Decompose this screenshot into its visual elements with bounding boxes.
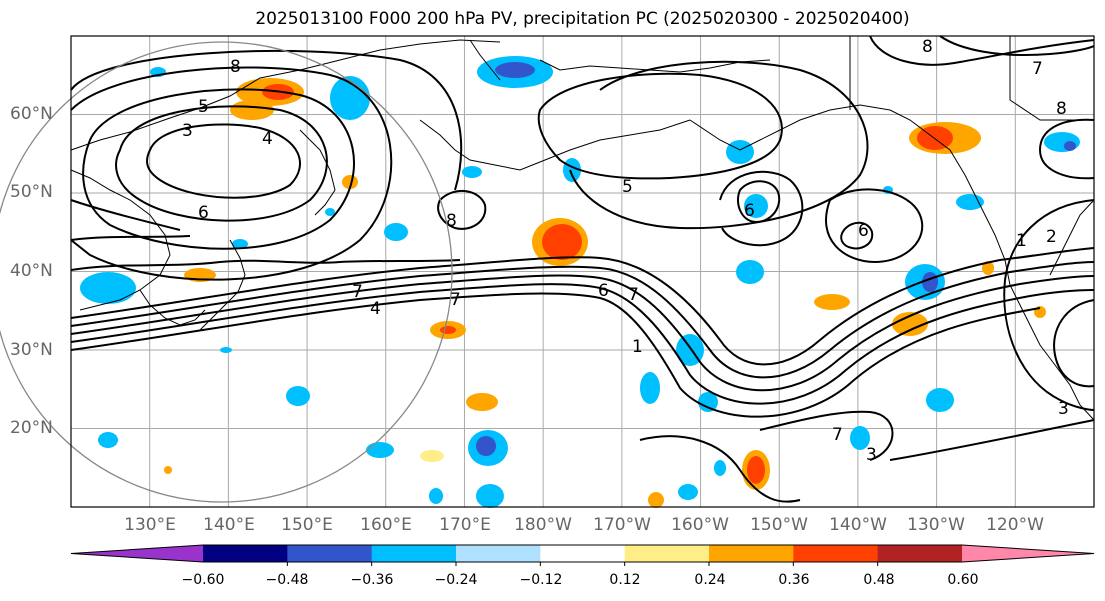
colorbar-swatch [624, 545, 710, 562]
colorbar-tick-label: −0.24 [434, 572, 478, 588]
lon-label-180w: 180°W [514, 515, 572, 535]
lat-label-20: 20°N [10, 418, 53, 438]
colorbar-swatch [371, 545, 457, 562]
gridlines [71, 36, 1094, 507]
contour-label: 8 [1056, 99, 1067, 119]
colorbar-swatch [203, 545, 288, 562]
colorbar-tick-label: −0.48 [265, 572, 309, 588]
negative-anomaly [80, 56, 1080, 508]
colorbar-extension-high [962, 545, 1094, 562]
contour-label: 6 [858, 221, 869, 241]
contour-label: 6 [198, 203, 209, 223]
contour-label: 8 [922, 37, 933, 57]
contour-label: 7 [352, 282, 363, 302]
colorbar-tick-label: 0.12 [609, 572, 641, 588]
contour-label: 5 [622, 177, 633, 197]
contour-labels: 8 5 3 4 6 8 7 4 7 6 7 1 5 6 6 8 7 8 1 2 … [182, 37, 1069, 465]
contour-label: 3 [866, 445, 877, 465]
map-title: 2025013100 F000 200 hPa PV, precipitatio… [255, 9, 910, 29]
lon-label-130e: 130°E [124, 515, 176, 535]
lon-label-140e: 140°E [203, 515, 255, 535]
colorbar-swatch [877, 545, 963, 562]
colorbar-outline [70, 544, 1095, 563]
colorbar-tick-label: 0.24 [694, 572, 726, 588]
colorbar-swatch [540, 545, 626, 562]
colorbar-tick-label: 0.36 [778, 572, 810, 588]
colorbar-tick-label: 0.48 [863, 572, 895, 588]
lon-label-160e: 160°E [360, 515, 412, 535]
contour-label: 1 [632, 337, 643, 357]
contour-label: 6 [598, 281, 609, 301]
lon-label-170e: 170°E [439, 515, 491, 535]
contour-label: 7 [1032, 59, 1043, 79]
lon-label-160w: 160°W [671, 515, 729, 535]
colorbar-swatch [456, 545, 541, 562]
reference-circle [0, 41, 453, 503]
colorbar [70, 544, 1095, 566]
contour-label: 7 [628, 285, 639, 305]
lon-label-120w: 120°W [986, 515, 1044, 535]
lon-label-130w: 130°W [907, 515, 965, 535]
colorbar-swatch [793, 545, 879, 562]
lon-label-170w: 170°W [593, 515, 651, 535]
contour-label: 7 [832, 425, 843, 445]
colorbar-swatch [287, 545, 373, 562]
lat-label-40: 40°N [10, 261, 53, 281]
contour-label: 5 [198, 97, 209, 117]
positive-anomaly [164, 78, 1046, 508]
colorbar-swatch [709, 545, 794, 562]
lon-label-140w: 140°W [829, 515, 887, 535]
contour-label: 4 [262, 129, 273, 149]
lon-label-150w: 150°W [750, 515, 808, 535]
contour-label: 7 [450, 290, 461, 310]
lat-label-30: 30°N [10, 340, 53, 360]
contour-label: 1 [1016, 231, 1027, 251]
coastlines [70, 36, 1095, 421]
colorbar-tick-label: −0.60 [181, 572, 225, 588]
pv-contours [70, 35, 1095, 503]
contour-label: 8 [446, 211, 457, 231]
colorbar-extension-low [71, 545, 203, 562]
contour-label: 6 [744, 201, 755, 221]
colorbar-tick-label: 0.60 [947, 572, 979, 588]
colorbar-tick-label: −0.36 [350, 572, 394, 588]
precip-anomaly-shading [80, 56, 1080, 508]
plot-frame [70, 35, 1095, 508]
contour-label: 2 [1046, 227, 1057, 247]
lon-label-150e: 150°E [281, 515, 333, 535]
lat-label-60: 60°N [10, 104, 53, 124]
contour-label: 4 [370, 299, 381, 319]
colorbar-tick-label: −0.12 [519, 572, 563, 588]
contour-label: 3 [182, 121, 193, 141]
contour-label: 8 [230, 57, 241, 77]
contour-label: 3 [1058, 399, 1069, 419]
lat-label-50: 50°N [10, 182, 53, 202]
